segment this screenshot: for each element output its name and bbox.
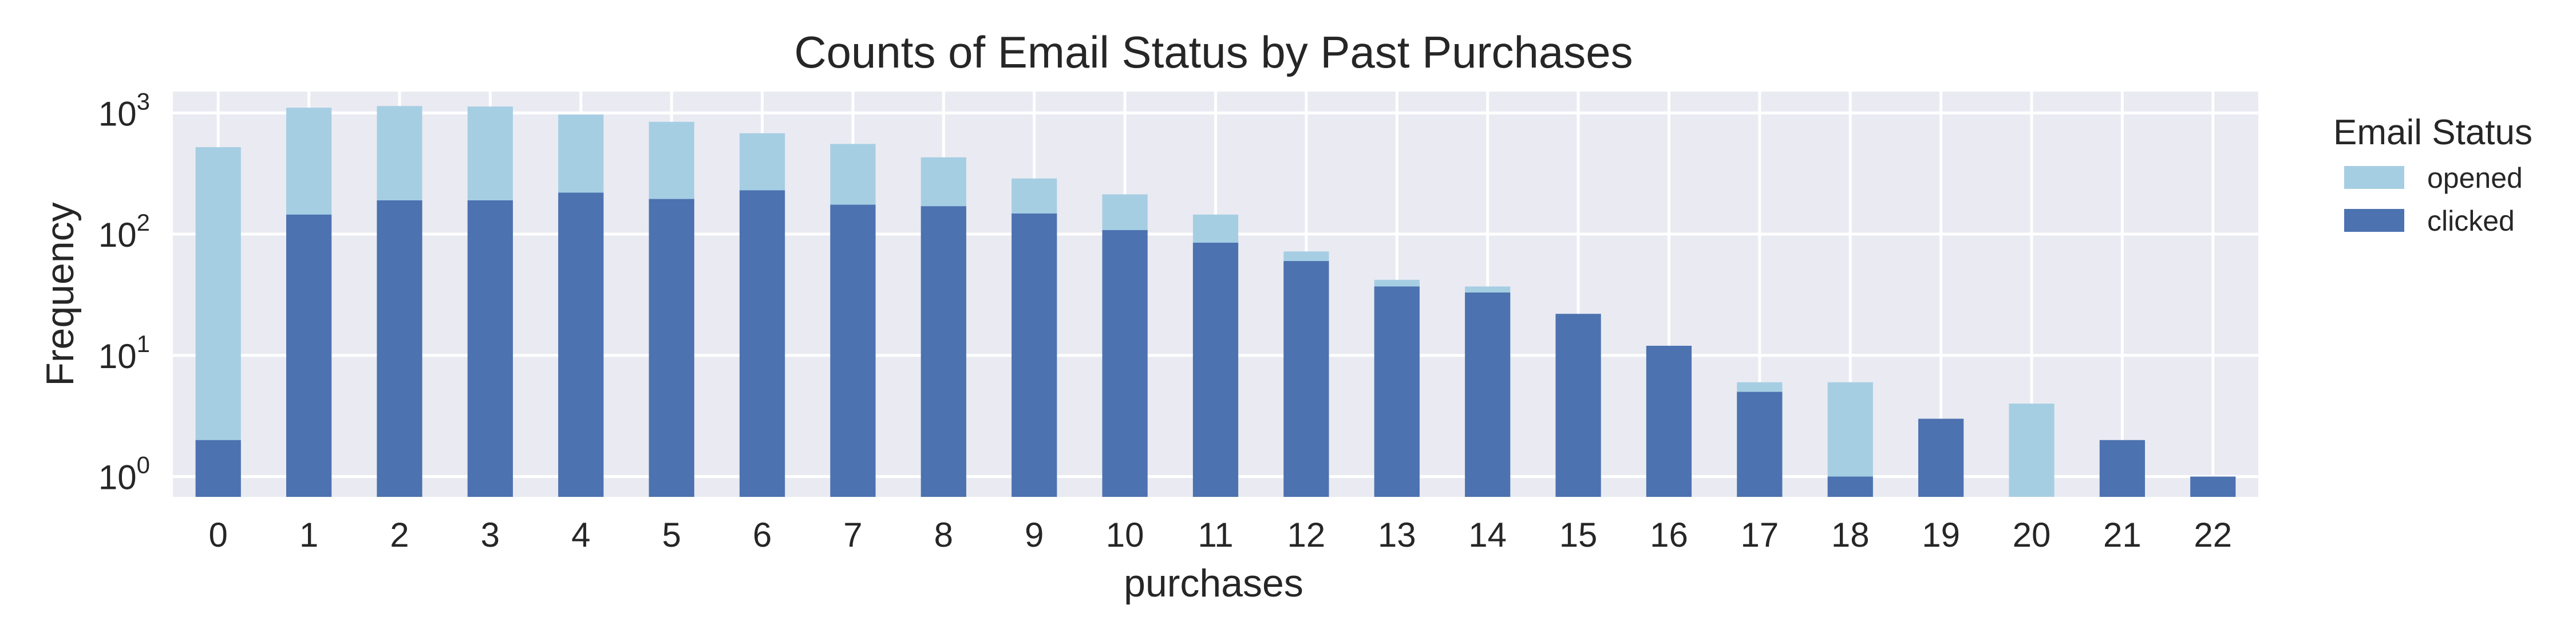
y-tick-3: 103 (98, 88, 150, 133)
bar-clicked-0 (195, 440, 241, 497)
x-tick-19: 19 (1922, 516, 1960, 554)
legend-swatch-clicked (2344, 209, 2404, 232)
bar-clicked-21 (2099, 440, 2146, 497)
bar-clicked-12 (1283, 261, 1329, 497)
bar-clicked-15 (1555, 314, 1601, 497)
x-tick-1: 1 (299, 516, 318, 554)
bar-clicked-16 (1646, 346, 1692, 497)
x-tick-11: 11 (1198, 516, 1233, 554)
y-axis-label: Frequency (38, 202, 82, 386)
x-tick-16: 16 (1650, 516, 1688, 554)
bar-clicked-3 (467, 200, 513, 497)
x-tick-8: 8 (934, 516, 953, 554)
x-tick-9: 9 (1025, 516, 1044, 554)
bar-opened-20 (2009, 404, 2055, 497)
x-tick-13: 13 (1378, 516, 1416, 554)
y-tick-labels: 100 101 102 103 (98, 88, 150, 496)
bar-clicked-4 (558, 192, 604, 497)
y-tick-0: 100 (98, 452, 150, 497)
legend-swatch-opened (2344, 166, 2404, 189)
y-tick-2: 102 (98, 209, 150, 254)
x-tick-21: 21 (2103, 516, 2142, 554)
legend-label-clicked: clicked (2427, 205, 2515, 237)
x-tick-12: 12 (1287, 516, 1326, 554)
x-tick-14: 14 (1468, 516, 1507, 554)
x-tick-6: 6 (753, 516, 772, 554)
bar-clicked-8 (920, 206, 966, 497)
bar-clicked-11 (1192, 242, 1239, 497)
bar-opened-0 (195, 147, 241, 497)
bar-clicked-14 (1465, 292, 1511, 497)
x-tick-15: 15 (1559, 516, 1598, 554)
bar-clicked-5 (649, 199, 694, 497)
x-tick-0: 0 (209, 516, 228, 554)
chart-title: Counts of Email Status by Past Purchases (794, 27, 1633, 77)
x-tick-7: 7 (843, 516, 862, 554)
legend-label-opened: opened (2427, 162, 2523, 194)
bar-clicked-18 (1827, 476, 1873, 497)
y-tick-1: 101 (98, 330, 150, 376)
bar-clicked-1 (286, 214, 332, 497)
legend-title: Email Status (2333, 113, 2532, 152)
bar-clicked-9 (1012, 213, 1057, 497)
x-tick-17: 17 (1740, 516, 1779, 554)
bar-clicked-2 (377, 200, 422, 497)
bar-clicked-6 (739, 190, 785, 497)
x-tick-3: 3 (481, 516, 500, 554)
bar-clicked-22 (2190, 476, 2236, 497)
bar-clicked-19 (1918, 418, 1964, 497)
x-tick-labels: 0 1 2 3 4 5 6 7 8 9 10 11 12 13 14 15 16 17 18 19 20 21 22 (209, 516, 2233, 554)
x-tick-10: 10 (1106, 516, 1144, 554)
bar-clicked-7 (830, 204, 876, 497)
x-tick-18: 18 (1831, 516, 1870, 554)
bar-clicked-17 (1737, 392, 1783, 497)
x-tick-4: 4 (571, 516, 590, 554)
x-tick-20: 20 (2013, 516, 2051, 554)
bar-clicked-10 (1102, 230, 1148, 497)
legend: Email Status opened clicked (2333, 113, 2532, 237)
bars-layer (195, 106, 2236, 497)
bar-clicked-13 (1374, 286, 1420, 497)
x-tick-5: 5 (662, 516, 681, 554)
x-axis-label: purchases (1124, 562, 1303, 605)
x-tick-22: 22 (2194, 516, 2232, 554)
x-tick-2: 2 (390, 516, 409, 554)
